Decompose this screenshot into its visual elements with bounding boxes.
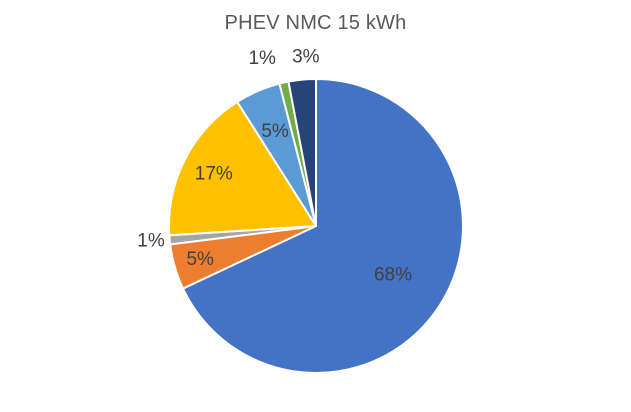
slice-label-4: 17% (195, 163, 233, 184)
slice-label-7: 3% (292, 46, 320, 67)
chart-title: PHEV NMC 15 kWh (224, 12, 407, 34)
slice-label-3: 1% (137, 231, 165, 252)
slice-label-5: 5% (261, 121, 289, 142)
slice-label-6: 1% (248, 48, 276, 69)
pie-slice-4 (168, 100, 317, 237)
pie-slice-7 (287, 77, 317, 227)
slice-label-1: 68% (374, 264, 412, 285)
pie-slice-1 (181, 78, 464, 374)
slice-label-2: 5% (186, 249, 214, 270)
